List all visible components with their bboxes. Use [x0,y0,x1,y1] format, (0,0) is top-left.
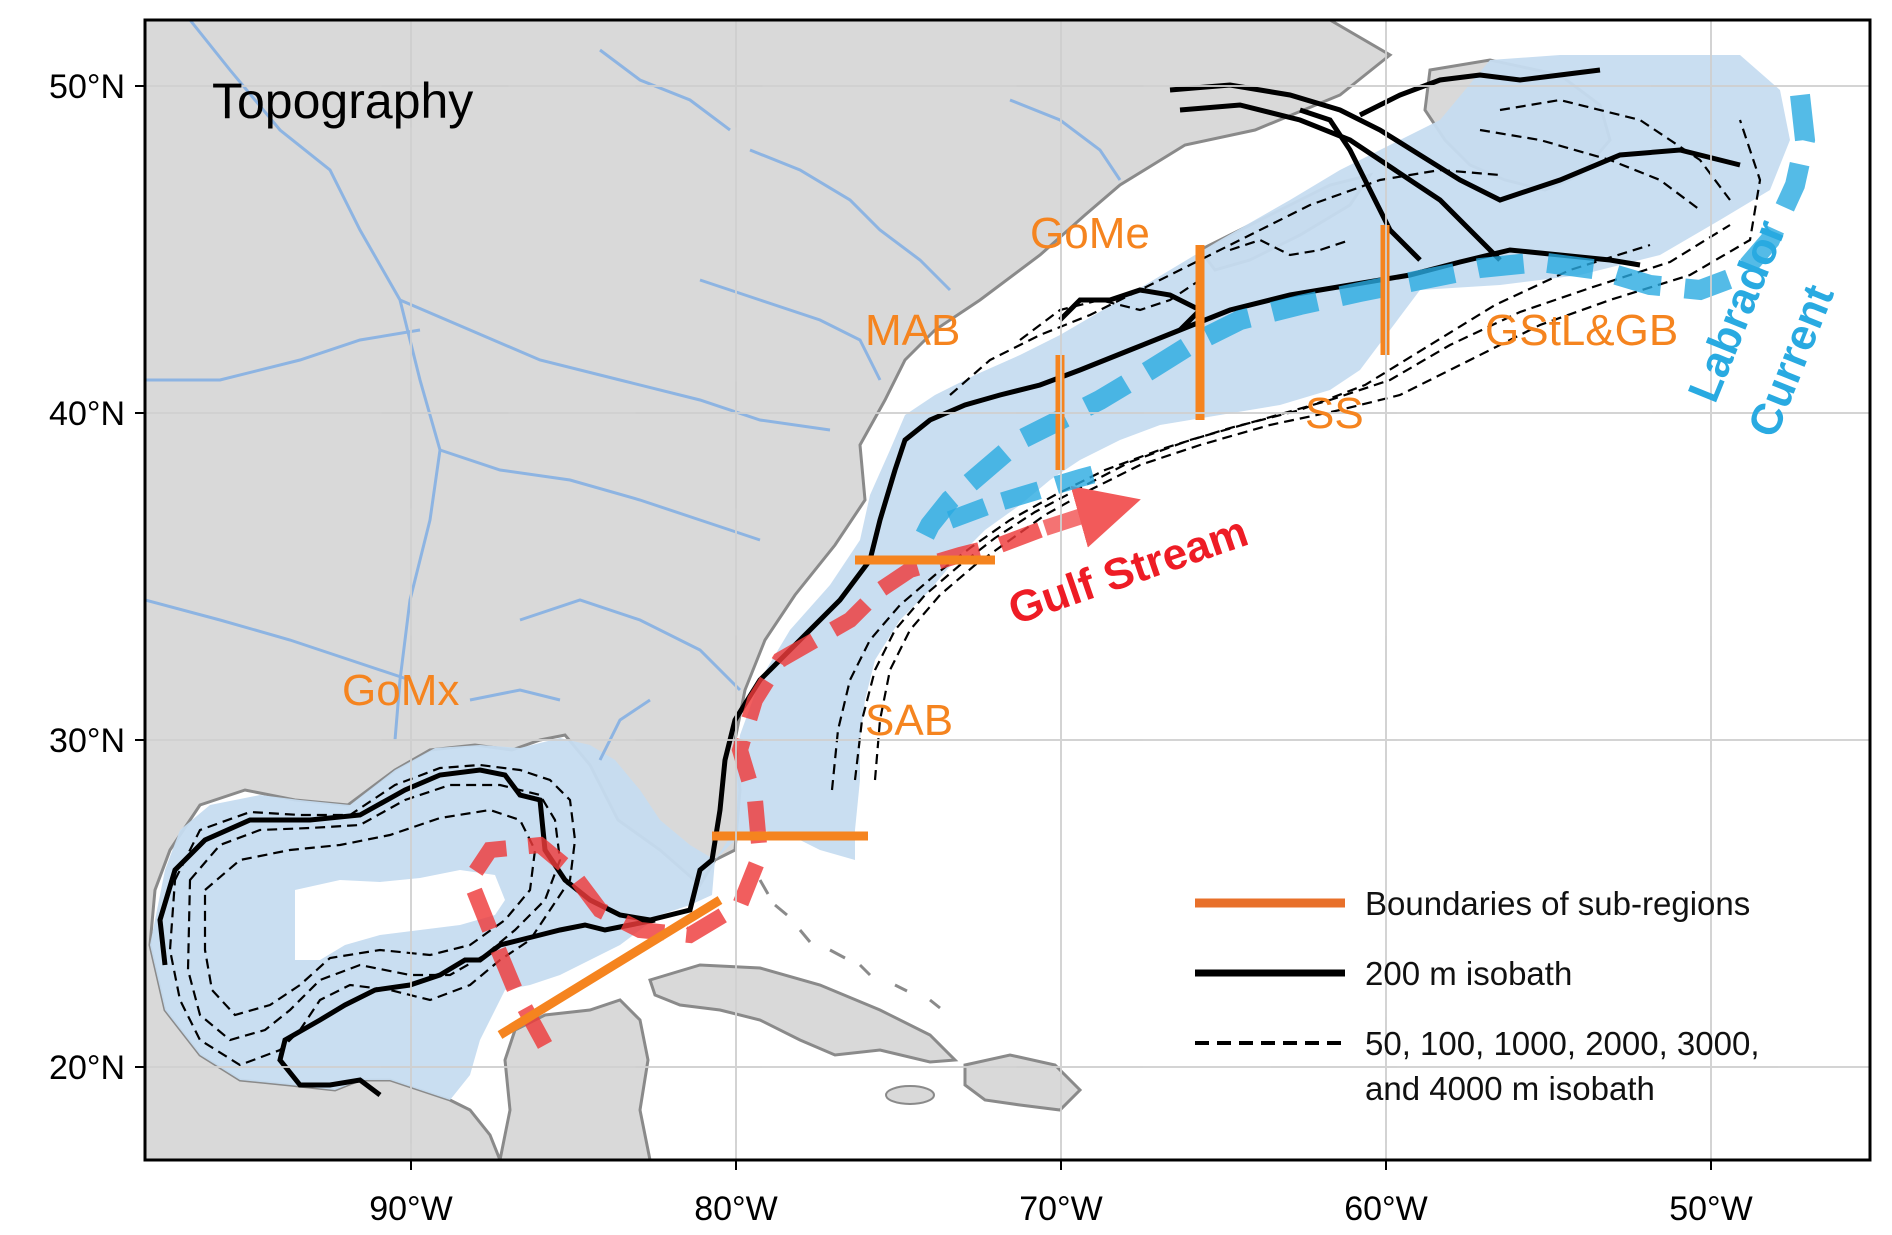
region-label-mab: MAB [865,306,960,355]
labrador-current-path [911,93,1816,550]
gulf-stream-arrow [1042,485,1141,548]
legend-label-boundaries: Boundaries of sub-regions [1365,885,1750,922]
region-label-ss: SS [1305,389,1364,438]
gridlines [145,20,1870,1160]
region-label-gome: GoMe [1030,209,1150,258]
legend-label-other-isobaths-1: 50, 100, 1000, 2000, 3000, [1365,1025,1760,1062]
bahamas-islands [758,879,941,1010]
boundary-gomx-sab [497,896,723,1039]
land-jamaica [885,1085,935,1105]
lat-tick-20n: 20°N [49,1049,125,1087]
lat-tick-30n: 30°N [49,722,125,760]
region-label-gomx: GoMx [342,666,459,715]
legend-label-200m: 200 m isobath [1365,955,1572,992]
lon-axis: 90°W 80°W 70°W 60°W 50°W [369,1160,1753,1228]
lon-tick-70w: 70°W [1019,1190,1103,1228]
lon-tick-60w: 60°W [1344,1190,1428,1228]
lon-tick-80w: 80°W [694,1190,778,1228]
lon-tick-90w: 90°W [369,1190,453,1228]
lat-tick-40n: 40°N [49,395,125,433]
map-frame [143,18,1872,1162]
legend: Boundaries of sub-regions 200 m isobath … [1195,885,1760,1107]
lon-tick-50w: 50°W [1669,1190,1753,1228]
lat-axis: 50°N 40°N 30°N 20°N [49,68,145,1087]
land-cuba [648,963,959,1064]
lat-tick-50n: 50°N [49,68,125,106]
gulf-stream-path [461,520,1048,1049]
rivers [145,20,1122,761]
deep-basin-gap [295,870,505,960]
legend-label-other-isobaths-2: and 4000 m isobath [1365,1070,1655,1107]
region-label-sab: SAB [865,696,953,745]
labrador-current-branch [946,461,1113,529]
map-title: Topography [212,73,473,129]
region-label-gstl-gb: GStL&GB [1485,306,1678,355]
